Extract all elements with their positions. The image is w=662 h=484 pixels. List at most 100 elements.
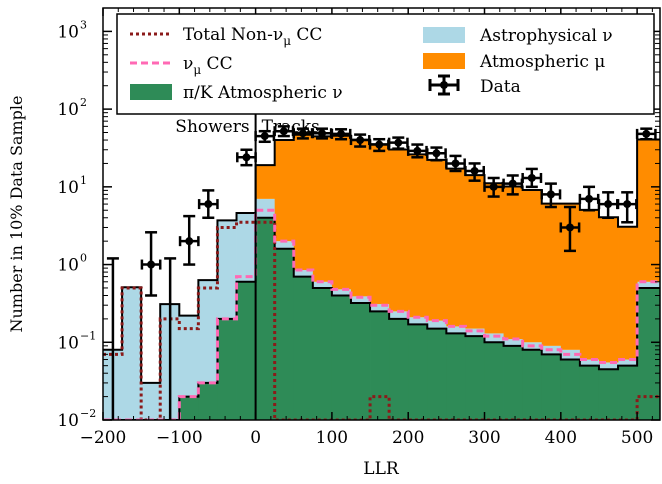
stack-bar-atmospheric-9 [274,140,295,242]
line-histograms [103,208,660,420]
stack-bar-astrophysical-18 [446,326,466,334]
legend-swatch-atm-mu [423,53,465,69]
region-label-showers: Showers [175,117,249,137]
stack-bar-astrophysical-17 [427,320,447,329]
data-point-16 [445,154,466,173]
line-histogram-1 [103,208,660,420]
stack-bar-atmospheric-11 [312,136,333,282]
plot-frame [102,7,661,421]
stack-bar-atmospheric-13 [350,139,371,297]
y-tick-label: 10 [57,256,79,276]
stack-bar-astrophysical-20 [484,333,504,343]
y-tick-label: 10 [57,411,79,431]
stack-bar-k-atmospheric-5 [198,382,218,420]
data-point-5 [236,148,257,167]
x-tick-label: −100 [156,428,203,448]
y-tick-label: 10 [57,100,79,120]
data-point-18 [483,176,505,198]
stack-bar-astrophysical-21 [503,339,524,346]
stack-bar-astrophysical-14 [370,304,390,312]
stack-bar-k-atmospheric-20 [484,342,504,420]
stack-bar-astrophysical-13 [350,296,371,304]
legend-swatch-data [428,74,460,96]
stack-bar-astrophysical-26 [598,362,619,370]
stack-bar-k-atmospheric-9 [274,248,295,420]
data-point-2 [164,257,177,420]
stack-bar-astrophysical-2 [141,382,161,420]
stack-bar-k-atmospheric-22 [522,349,543,420]
stack-bar-atmospheric-20 [484,183,504,334]
y-tick-label: 10 [57,22,79,42]
x-tick-label: 300 [468,428,500,448]
stack-bar-astrophysical-1 [122,287,142,420]
stack-bar-astrophysical-15 [389,311,409,319]
stack-bar-atmospheric-21 [503,186,524,340]
stack-bar-atmospheric-28 [637,139,660,282]
stack-bar-k-atmospheric-19 [465,336,485,420]
stack-bar-atmospheric-26 [598,217,619,363]
x-tick-label: 400 [545,428,577,448]
data-point-25 [616,191,638,224]
legend-swatch-pik-atm-nu [130,84,172,100]
data-point-3 [178,214,200,266]
legend-label-atm-mu: Atmospheric μ [479,52,605,72]
stack-bar-atmospheric-25 [579,209,600,360]
stack-bar-astrophysical-25 [579,359,600,366]
data-point-13 [387,136,409,150]
x-tick-label: 500 [621,428,653,448]
x-tick-label: 0 [250,428,261,448]
legend-label-total-non-numu-cc: Total Non-νμ CC [183,25,322,48]
stack-bar-atmospheric-15 [389,149,409,312]
stack-bar-k-atmospheric-17 [427,328,447,420]
y-tick-label: 10 [57,178,79,198]
stack-bar-atmospheric-10 [293,134,314,271]
legend-label-pik-atm-nu: π/K Atmospheric ν [183,83,343,103]
stack-bar-astrophysical-4 [179,315,199,397]
stack-bar-astrophysical-10 [293,270,314,277]
legend-label-data: Data [480,77,521,97]
legend: Total Non-νμ CC νμ CC π/K Atmospheric ν … [116,13,655,115]
x-axis-label: LLR [363,459,400,479]
y-tick-label: 10 [57,333,79,353]
data-point-1 [140,231,162,297]
y-tick-exponent: 3 [80,18,87,31]
stack-bar-k-atmospheric-14 [370,311,390,420]
stack-bar-k-atmospheric-7 [236,281,257,420]
stack-bar-k-atmospheric-26 [598,369,619,420]
stack-bar-astrophysical-5 [198,280,218,383]
stack-bar-k-atmospheric-8 [255,217,276,420]
data-point-20 [521,167,543,189]
stack-bar-atmospheric-27 [618,226,638,360]
x-tick-label: 100 [316,428,348,448]
stack-bar-k-atmospheric-6 [217,318,237,420]
stack-bar-astrophysical-7 [236,213,257,282]
data-point-9 [311,127,333,140]
stack-bar-k-atmospheric-23 [541,354,562,420]
stack-bar-atmospheric-19 [465,175,485,329]
stack-bar-k-atmospheric-4 [179,396,199,420]
legend-label-numu-cc: νμ CC [183,54,233,77]
stack-bar-atmospheric-18 [446,168,466,327]
stack-bar-k-atmospheric-10 [293,276,314,420]
stack-bar-atmospheric-8 [255,165,276,199]
x-tick-label: 200 [392,428,424,448]
stack-bar-atmospheric-14 [370,144,390,305]
stack-bar-astrophysical-9 [274,241,295,249]
stack-bar-astrophysical-24 [560,349,581,360]
y-tick-exponent: 1 [80,174,87,187]
stack-bar-atmospheric-16 [408,154,428,318]
stacked-histogram [103,134,660,420]
data-point-15 [426,146,447,162]
stack-bar-astrophysical-16 [408,317,428,325]
stack-bar-k-atmospheric-13 [350,303,371,420]
legend-label-astro-nu: Astrophysical ν [479,26,613,46]
legend-box [116,13,655,115]
stack-bar-astrophysical-19 [465,328,485,337]
data-point-4 [197,189,219,220]
y-tick-exponent: 0 [80,252,87,265]
data-point-26 [635,127,657,141]
legend-swatch-astro-nu [423,27,465,43]
stack-bar-k-atmospheric-25 [579,365,600,420]
stack-bar-k-atmospheric-28 [637,287,660,420]
